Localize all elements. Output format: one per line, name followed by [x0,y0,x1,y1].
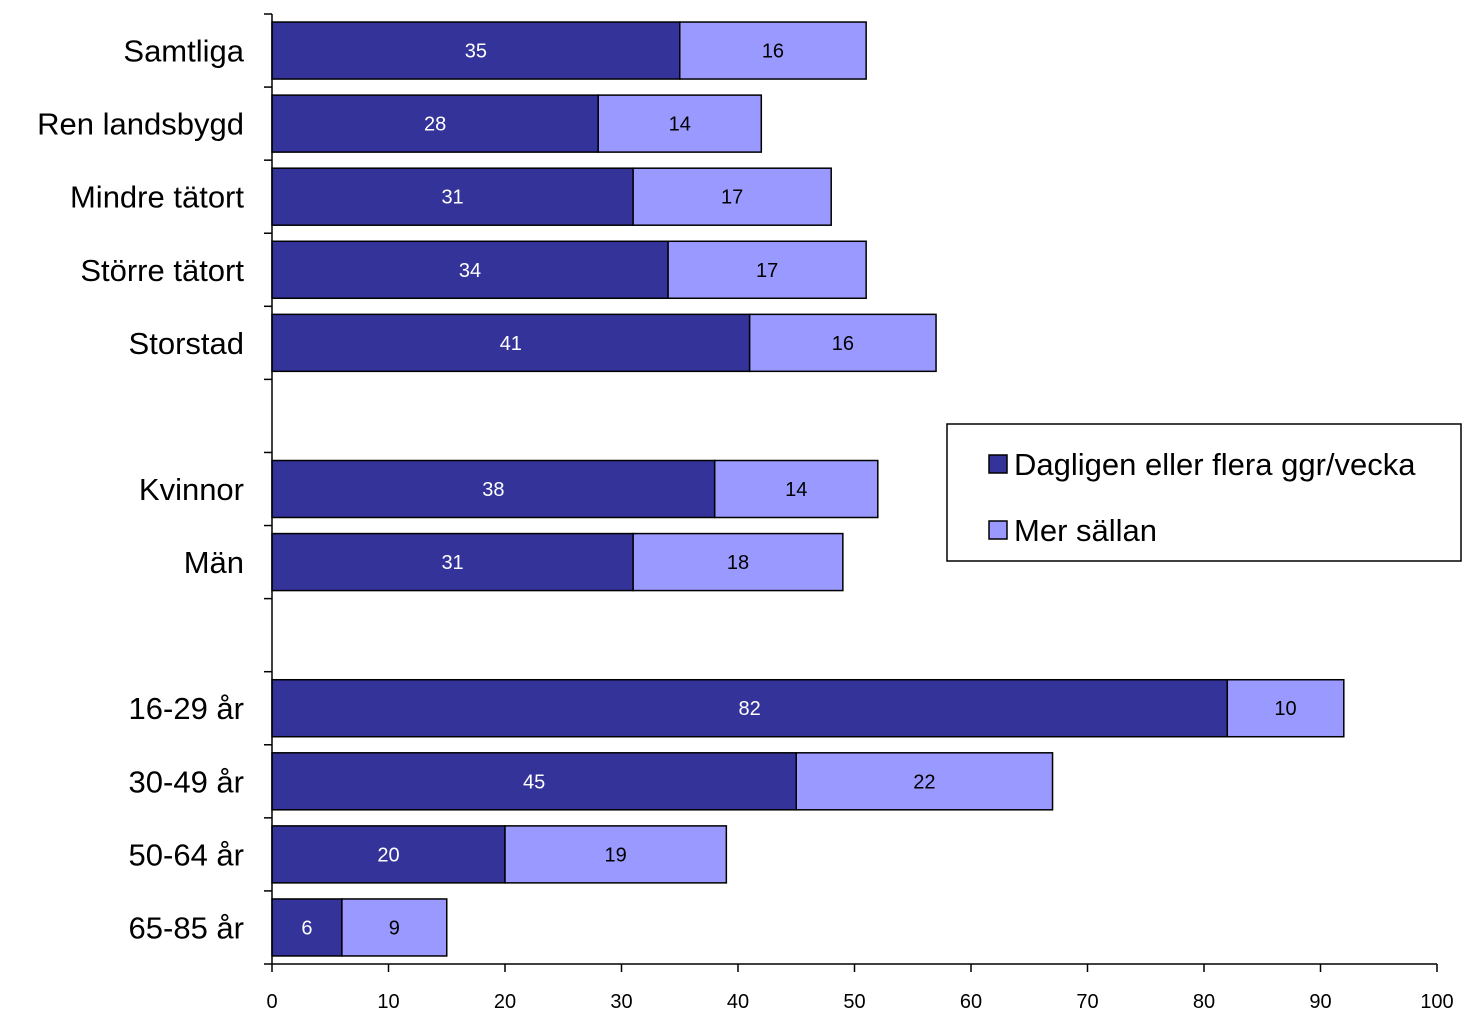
x-tick-label: 90 [1309,991,1331,1013]
x-tick-label: 0 [266,991,277,1013]
legend-swatch [988,520,1008,540]
category-label: Ren landsbygd [37,107,244,142]
bar-secondary [667,240,867,300]
data-label: 38 [482,479,504,501]
data-label: 17 [756,260,778,282]
data-label: 34 [459,260,481,282]
x-tick-label: 70 [1076,991,1098,1013]
x-tick-label: 100 [1420,991,1453,1013]
data-label: 31 [441,552,463,574]
bar-primary [271,240,669,300]
legend-box [946,423,1462,562]
data-label: 10 [1274,698,1296,720]
x-tick-label: 80 [1193,991,1215,1013]
data-label: 14 [785,479,807,501]
x-tick-label: 40 [727,991,749,1013]
bar-secondary [713,459,879,519]
category-label: 65-85 år [129,910,244,945]
legend-label: Mer sällan [1014,513,1157,548]
bar-secondary [632,532,844,592]
category-label: 30-49 år [129,764,244,799]
bar-primary [271,313,751,373]
data-label: 16 [832,333,854,355]
bar-primary [271,94,599,153]
bar-secondary [679,21,867,80]
data-label: 45 [523,771,545,793]
data-label: 9 [389,917,400,939]
x-tick-label: 30 [610,991,632,1013]
data-label: 41 [500,333,522,355]
legend-label: Dagligen eller flera ggr/vecka [1014,447,1416,482]
bar-secondary [504,825,728,884]
bar-secondary [341,898,448,957]
legend: Dagligen eller flera ggr/vecka Mer sällan [946,423,1462,562]
bar-secondary [597,94,763,153]
category-label: Män [184,545,244,580]
data-label: 17 [721,187,743,209]
category-label: Storstad [129,326,244,361]
x-tick-label: 60 [960,991,982,1013]
bars-layer: 35 16 28 14 31 17 34 17 41 16 38 14 31 18 82 10 45 22 20 19… [271,21,1345,957]
data-label: 16 [762,41,784,63]
data-label: 20 [377,844,399,866]
data-label: 28 [424,114,446,136]
x-tick-label: 20 [494,991,516,1013]
data-label: 14 [669,114,691,136]
data-label: 82 [739,698,761,720]
data-label: 18 [727,552,749,574]
bar-secondary [795,752,1054,811]
bar-secondary [1226,678,1345,738]
data-label: 31 [441,187,463,209]
category-label: Kvinnor [139,472,244,507]
x-tick-label: 50 [843,991,865,1013]
bar-primary [271,459,716,519]
bar-primary [271,167,634,226]
legend-swatch [988,454,1008,474]
bar-secondary [748,313,937,373]
bar-primary [271,752,797,811]
bar-secondary [632,167,832,226]
category-label: 50-64 år [129,837,244,872]
category-label: 16-29 år [129,691,244,726]
bar-primary [271,532,634,592]
category-label: Samtliga [123,34,244,69]
bar-primary [271,825,506,884]
data-label: 35 [465,41,487,63]
category-label: Mindre tätort [70,180,244,215]
data-label: 6 [301,917,312,939]
data-label: 22 [913,771,935,793]
category-label: Större tätort [80,253,244,288]
bar-primary [271,21,681,80]
x-tick-label: 10 [377,991,399,1013]
data-label: 19 [605,844,627,866]
axes-layer: Samtliga Ren landsbygd Mindre tätort Större… [37,13,1454,1013]
